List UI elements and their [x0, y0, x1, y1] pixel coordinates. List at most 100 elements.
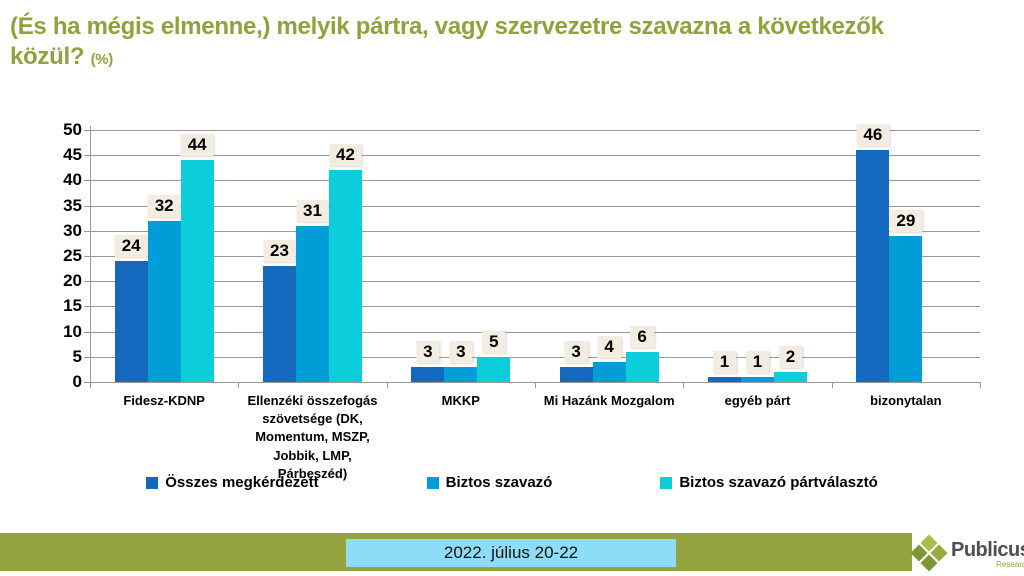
- gridline: [90, 130, 980, 131]
- bar: [147, 220, 181, 382]
- bar: [411, 366, 445, 382]
- bar-value-label: 4: [597, 335, 621, 358]
- bar: [708, 376, 741, 382]
- y-axis-tick: [84, 155, 90, 157]
- x-axis-tick: [535, 382, 536, 388]
- y-axis-label: 0: [72, 372, 82, 391]
- bar: [180, 160, 214, 382]
- y-axis-tick: [84, 180, 90, 182]
- y-axis-label: 10: [63, 321, 82, 341]
- y-axis-tick: [84, 205, 90, 207]
- category-label: Ellenzéki összefogás szövetsége (DK, Mom…: [247, 393, 378, 481]
- legend-item: Összes megkérdezett: [146, 474, 319, 491]
- x-axis-tick: [831, 382, 833, 388]
- gridline: [90, 256, 980, 257]
- publicus-logo: Publicus Research: [910, 534, 1024, 574]
- bar-value-label: 23: [263, 240, 296, 263]
- y-axis-label: 35: [63, 195, 82, 215]
- gridline: [90, 306, 980, 308]
- y-axis-tick: [84, 356, 90, 358]
- y-axis-line: [90, 126, 91, 387]
- legend-swatch: [426, 476, 439, 489]
- y-axis-label: 30: [63, 220, 82, 240]
- y-axis-label: 20: [63, 271, 82, 291]
- y-axis-tick: [84, 382, 90, 383]
- y-axis-label: 15: [63, 296, 82, 316]
- gridline: [90, 155, 980, 157]
- gridline: [90, 356, 980, 358]
- x-axis-tick: [90, 382, 91, 388]
- y-axis-tick: [84, 306, 90, 308]
- bar-value-label: 2: [778, 345, 803, 368]
- date-label: 2022. július 20-22: [443, 543, 579, 562]
- bar: [329, 170, 362, 382]
- y-axis-label: 5: [72, 346, 82, 366]
- bar: [856, 150, 890, 382]
- category-label: MKKP: [441, 393, 480, 408]
- bar-value-label: 1: [745, 350, 770, 373]
- bar-value-label: 24: [114, 235, 148, 258]
- bar-value-label: 3: [449, 340, 473, 363]
- bar-value-label: 6: [630, 325, 654, 348]
- bar: [592, 361, 626, 382]
- legend-label: Összes megkérdezett: [165, 474, 319, 491]
- category-label: Fidesz-KDNP: [123, 393, 205, 408]
- y-axis-label: 40: [63, 170, 82, 190]
- bar: [741, 376, 774, 382]
- page-title-text: (És ha mégis elmenne,) melyik pártra, va…: [10, 13, 884, 71]
- y-axis-label: 50: [63, 120, 82, 139]
- legend-item: Biztos szavazó: [426, 474, 553, 491]
- gridline: [90, 205, 980, 207]
- bar: [625, 351, 659, 382]
- date-badge: 2022. július 20-22: [346, 539, 676, 567]
- bar: [296, 225, 329, 382]
- bar: [477, 356, 511, 382]
- y-axis-tick: [84, 130, 90, 131]
- publicus-diamonds-icon: [910, 534, 948, 572]
- category-label: Mi Hazánk Mozgalom: [543, 393, 675, 408]
- x-axis-tick: [980, 382, 981, 388]
- bar-value-label: 3: [564, 340, 588, 363]
- y-axis-tick: [84, 256, 90, 257]
- x-axis-tick: [238, 382, 240, 388]
- gridline: [90, 180, 980, 182]
- page-title-unit: (%): [90, 51, 114, 69]
- gridline: [90, 230, 980, 232]
- legend-item: Biztos szavazó pártválasztó: [660, 474, 878, 491]
- bar-value-label: 42: [329, 144, 362, 167]
- legend-label: Biztos szavazó: [445, 474, 553, 491]
- gridline: [90, 331, 980, 333]
- bar: [263, 266, 296, 382]
- logo-text: Publicus Research: [951, 540, 1024, 569]
- x-axis-tick: [386, 382, 388, 388]
- bar: [774, 371, 807, 382]
- bar: [444, 366, 478, 382]
- legend-swatch: [146, 476, 159, 489]
- bar-value-label: 1: [712, 350, 737, 373]
- bar-value-label: 32: [147, 194, 181, 217]
- gridline: [90, 281, 980, 283]
- bar-value-label: 3: [416, 340, 440, 363]
- legend: Összes megkérdezett Biztos szavazó Biztos …: [0, 474, 1024, 491]
- bar-value-label: 46: [856, 124, 890, 147]
- bar-value-label: 29: [889, 209, 923, 232]
- y-axis-tick: [84, 331, 90, 333]
- y-axis-tick: [84, 230, 90, 232]
- x-axis-tick: [683, 382, 685, 388]
- logo-brand: Publicus: [951, 538, 1024, 561]
- bar-value-label: 31: [296, 199, 329, 222]
- category-label: egyéb párt: [724, 393, 791, 408]
- category-label: bizonytalan: [870, 393, 942, 408]
- bar: [114, 261, 148, 382]
- bar: [559, 366, 593, 382]
- y-axis-label: 45: [63, 145, 82, 165]
- y-axis-label: 25: [63, 246, 82, 265]
- legend-swatch: [660, 476, 673, 489]
- logo-subtext: Research: [996, 559, 1024, 569]
- bar: [889, 235, 923, 382]
- y-axis-tick: [84, 281, 90, 283]
- bar-value-label: 5: [482, 330, 506, 353]
- legend-label: Biztos szavazó pártválasztó: [679, 474, 878, 491]
